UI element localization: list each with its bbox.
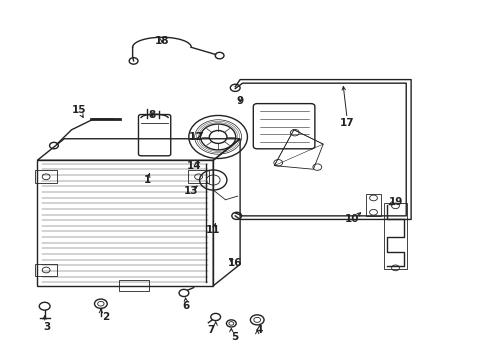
Text: 13: 13 — [184, 186, 198, 196]
Text: 16: 16 — [228, 258, 243, 268]
Text: 17: 17 — [340, 118, 355, 128]
Text: 1: 1 — [144, 175, 151, 185]
Text: 14: 14 — [186, 161, 201, 171]
Text: 8: 8 — [148, 111, 156, 121]
Text: 5: 5 — [232, 332, 239, 342]
Text: 4: 4 — [256, 325, 263, 335]
Text: 10: 10 — [345, 215, 360, 224]
Text: 7: 7 — [207, 325, 215, 335]
Text: 18: 18 — [155, 36, 169, 46]
Text: 3: 3 — [44, 322, 51, 332]
Text: 2: 2 — [102, 312, 109, 322]
Text: 11: 11 — [206, 225, 220, 235]
Text: 9: 9 — [237, 96, 244, 106]
Text: 19: 19 — [389, 197, 404, 207]
Text: 6: 6 — [183, 301, 190, 311]
Text: 12: 12 — [189, 132, 203, 142]
Text: 15: 15 — [72, 105, 86, 115]
